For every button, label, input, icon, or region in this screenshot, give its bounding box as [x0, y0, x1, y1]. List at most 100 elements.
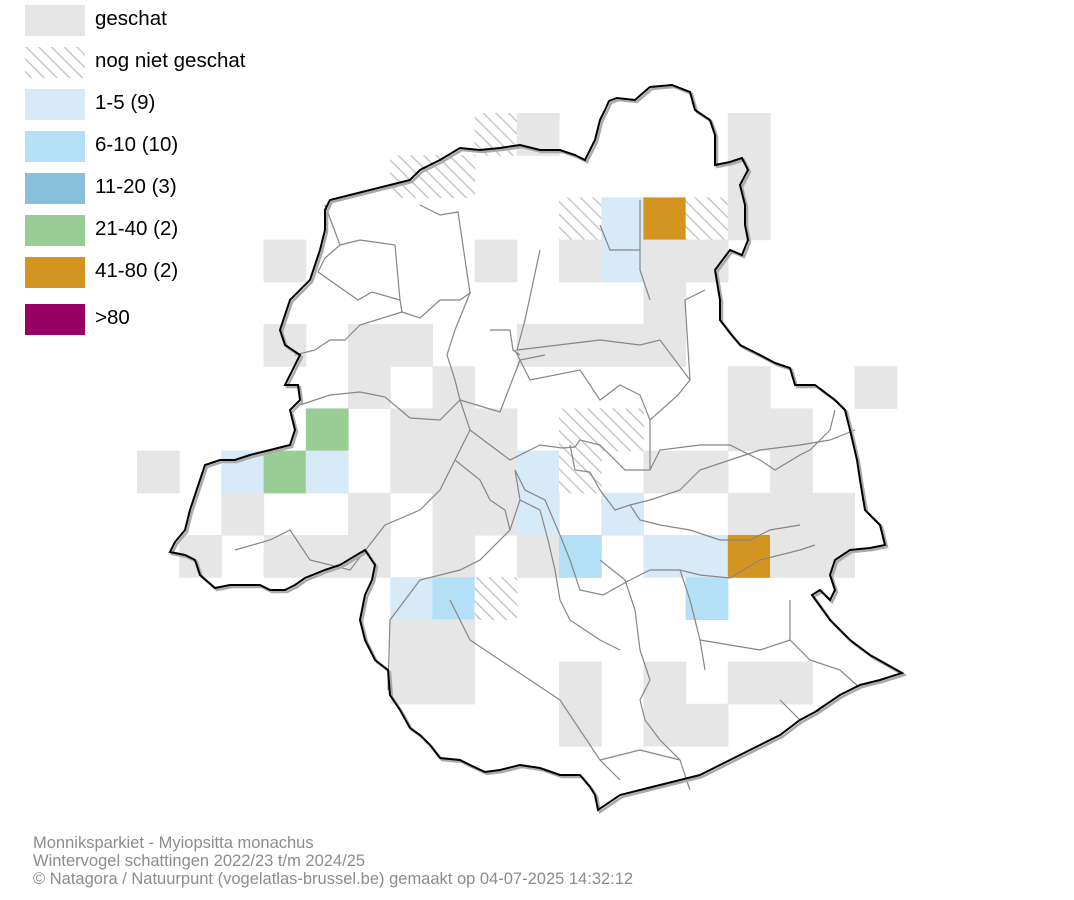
legend-label: 41-80 (2): [95, 259, 179, 282]
grid-cell-estimated: [432, 450, 476, 494]
legend-swatch: [25, 131, 85, 162]
grid-cell-estimated: [559, 324, 602, 367]
grid-cell-estimated: [263, 239, 307, 283]
grid-cell-estimated: [516, 450, 560, 494]
grid-cell-not-estimated: [559, 197, 602, 241]
grid-cell-estimated: [390, 661, 433, 705]
grid-cells: [137, 113, 898, 747]
grid-cell-estimated: [516, 535, 560, 578]
legend-swatch: [25, 5, 85, 36]
grid-cell-estimated: [812, 492, 855, 536]
copyright-line: © Natagora / Natuurpunt (vogelatlas-brus…: [33, 870, 634, 888]
municipality-borders: [234, 200, 861, 791]
grid-cell-estimated: [474, 408, 518, 452]
grid-cell-estimated: [305, 450, 349, 494]
grid-cell-estimated: [643, 535, 687, 578]
grid-cell-estimated: [770, 661, 813, 705]
map-caption: Monniksparkiet - Myiopsitta monachus Win…: [33, 834, 633, 888]
legend-label: 1-5 (9): [95, 91, 156, 114]
grid-cell-estimated: [516, 492, 560, 536]
grid-cell-not-estimated: [390, 155, 433, 198]
grid-cell-estimated: [559, 661, 602, 705]
grid-cell-estimated: [390, 619, 433, 663]
grid-cell-estimated: [432, 661, 476, 705]
grid-cell-not-estimated: [559, 450, 602, 494]
legend-label: 21-40 (2): [95, 217, 179, 240]
grid-cell-estimated: [390, 577, 433, 620]
grid-cell-estimated: [559, 535, 602, 578]
grid-cell-estimated: [474, 492, 518, 536]
grid-cell-estimated: [601, 239, 644, 283]
grid-cell-estimated: [727, 492, 771, 536]
grid-cell-estimated: [348, 324, 391, 367]
grid-cell-estimated: [601, 324, 644, 367]
grid-cell-estimated: [221, 492, 265, 536]
legend-swatch: [25, 304, 85, 335]
legend-swatch-hatched: [25, 47, 85, 78]
survey-period: Wintervogel schattingen 2022/23 t/m 2024…: [33, 852, 366, 870]
legend-label: 11-20 (3): [95, 175, 177, 198]
grid-cell-estimated: [390, 450, 433, 494]
legend-item-estimated: geschat: [25, 5, 345, 37]
grid-cell-estimated: [643, 239, 687, 283]
legend-item-21-40: 21-40 (2): [25, 215, 345, 247]
grid-cell-estimated: [601, 492, 644, 536]
species-name: Monniksparkiet - Myiopsitta monachus: [33, 834, 314, 852]
legend-item-80-plus: >80: [25, 304, 345, 336]
legend-swatch: [25, 257, 85, 288]
grid-cell-estimated: [770, 408, 813, 452]
grid-cell-estimated: [643, 703, 687, 747]
brussels-border: [168, 83, 908, 815]
grid-cell-estimated: [432, 492, 476, 536]
legend-item-1-5: 1-5 (9): [25, 89, 345, 121]
grid-cell-estimated: [305, 408, 349, 452]
legend-swatch: [25, 89, 85, 120]
grid-cell-estimated: [390, 408, 433, 452]
grid-cell-estimated: [727, 535, 771, 578]
legend-item-6-10: 6-10 (10): [25, 131, 345, 163]
grid-cell-estimated: [727, 113, 771, 156]
grid-cell-estimated: [390, 324, 433, 367]
grid-cell-estimated: [601, 197, 644, 241]
grid-cell-estimated: [432, 408, 476, 452]
grid-cell-estimated: [432, 577, 476, 620]
legend-label: nog niet geschat: [95, 49, 246, 72]
grid-cell-estimated: [348, 492, 391, 536]
grid-cell-estimated: [137, 450, 180, 494]
grid-cell-estimated: [474, 450, 518, 494]
grid-cell-estimated: [432, 535, 476, 578]
grid-cell-estimated: [854, 366, 898, 409]
grid-cell-not-estimated: [559, 408, 602, 452]
grid-cell-estimated: [685, 703, 729, 747]
grid-cell-estimated: [559, 239, 602, 283]
grid-cell-estimated: [643, 661, 687, 705]
grid-cell-estimated: [474, 239, 518, 283]
grid-cell-not-estimated: [474, 577, 518, 620]
grid-cell-estimated: [559, 703, 602, 747]
grid-cell-estimated: [727, 661, 771, 705]
grid-cell-estimated: [263, 535, 307, 578]
legend-item-11-20: 11-20 (3): [25, 173, 345, 205]
legend-item-41-80: 41-80 (2): [25, 257, 345, 289]
grid-cell-estimated: [643, 281, 687, 325]
legend-label: geschat: [95, 7, 167, 30]
legend-item-not-estimated: nog niet geschat: [25, 47, 345, 79]
legend-swatch: [25, 173, 85, 204]
grid-cell-estimated: [685, 577, 729, 620]
grid-cell-estimated: [685, 535, 729, 578]
grid-cell-estimated: [770, 450, 813, 494]
grid-cell-estimated: [685, 450, 729, 494]
grid-cell-estimated: [348, 366, 391, 409]
grid-cell-estimated: [643, 324, 687, 367]
grid-cell-estimated: [727, 408, 771, 452]
legend-swatch: [25, 215, 85, 246]
grid-cell-not-estimated: [601, 408, 644, 452]
grid-cell-estimated: [770, 535, 813, 578]
legend-label: 6-10 (10): [95, 133, 179, 156]
grid-cell-estimated: [727, 366, 771, 409]
grid-cell-not-estimated: [685, 197, 729, 241]
grid-cell-estimated: [643, 197, 687, 241]
legend-label: >80: [95, 306, 130, 329]
grid-cell-estimated: [263, 450, 307, 494]
